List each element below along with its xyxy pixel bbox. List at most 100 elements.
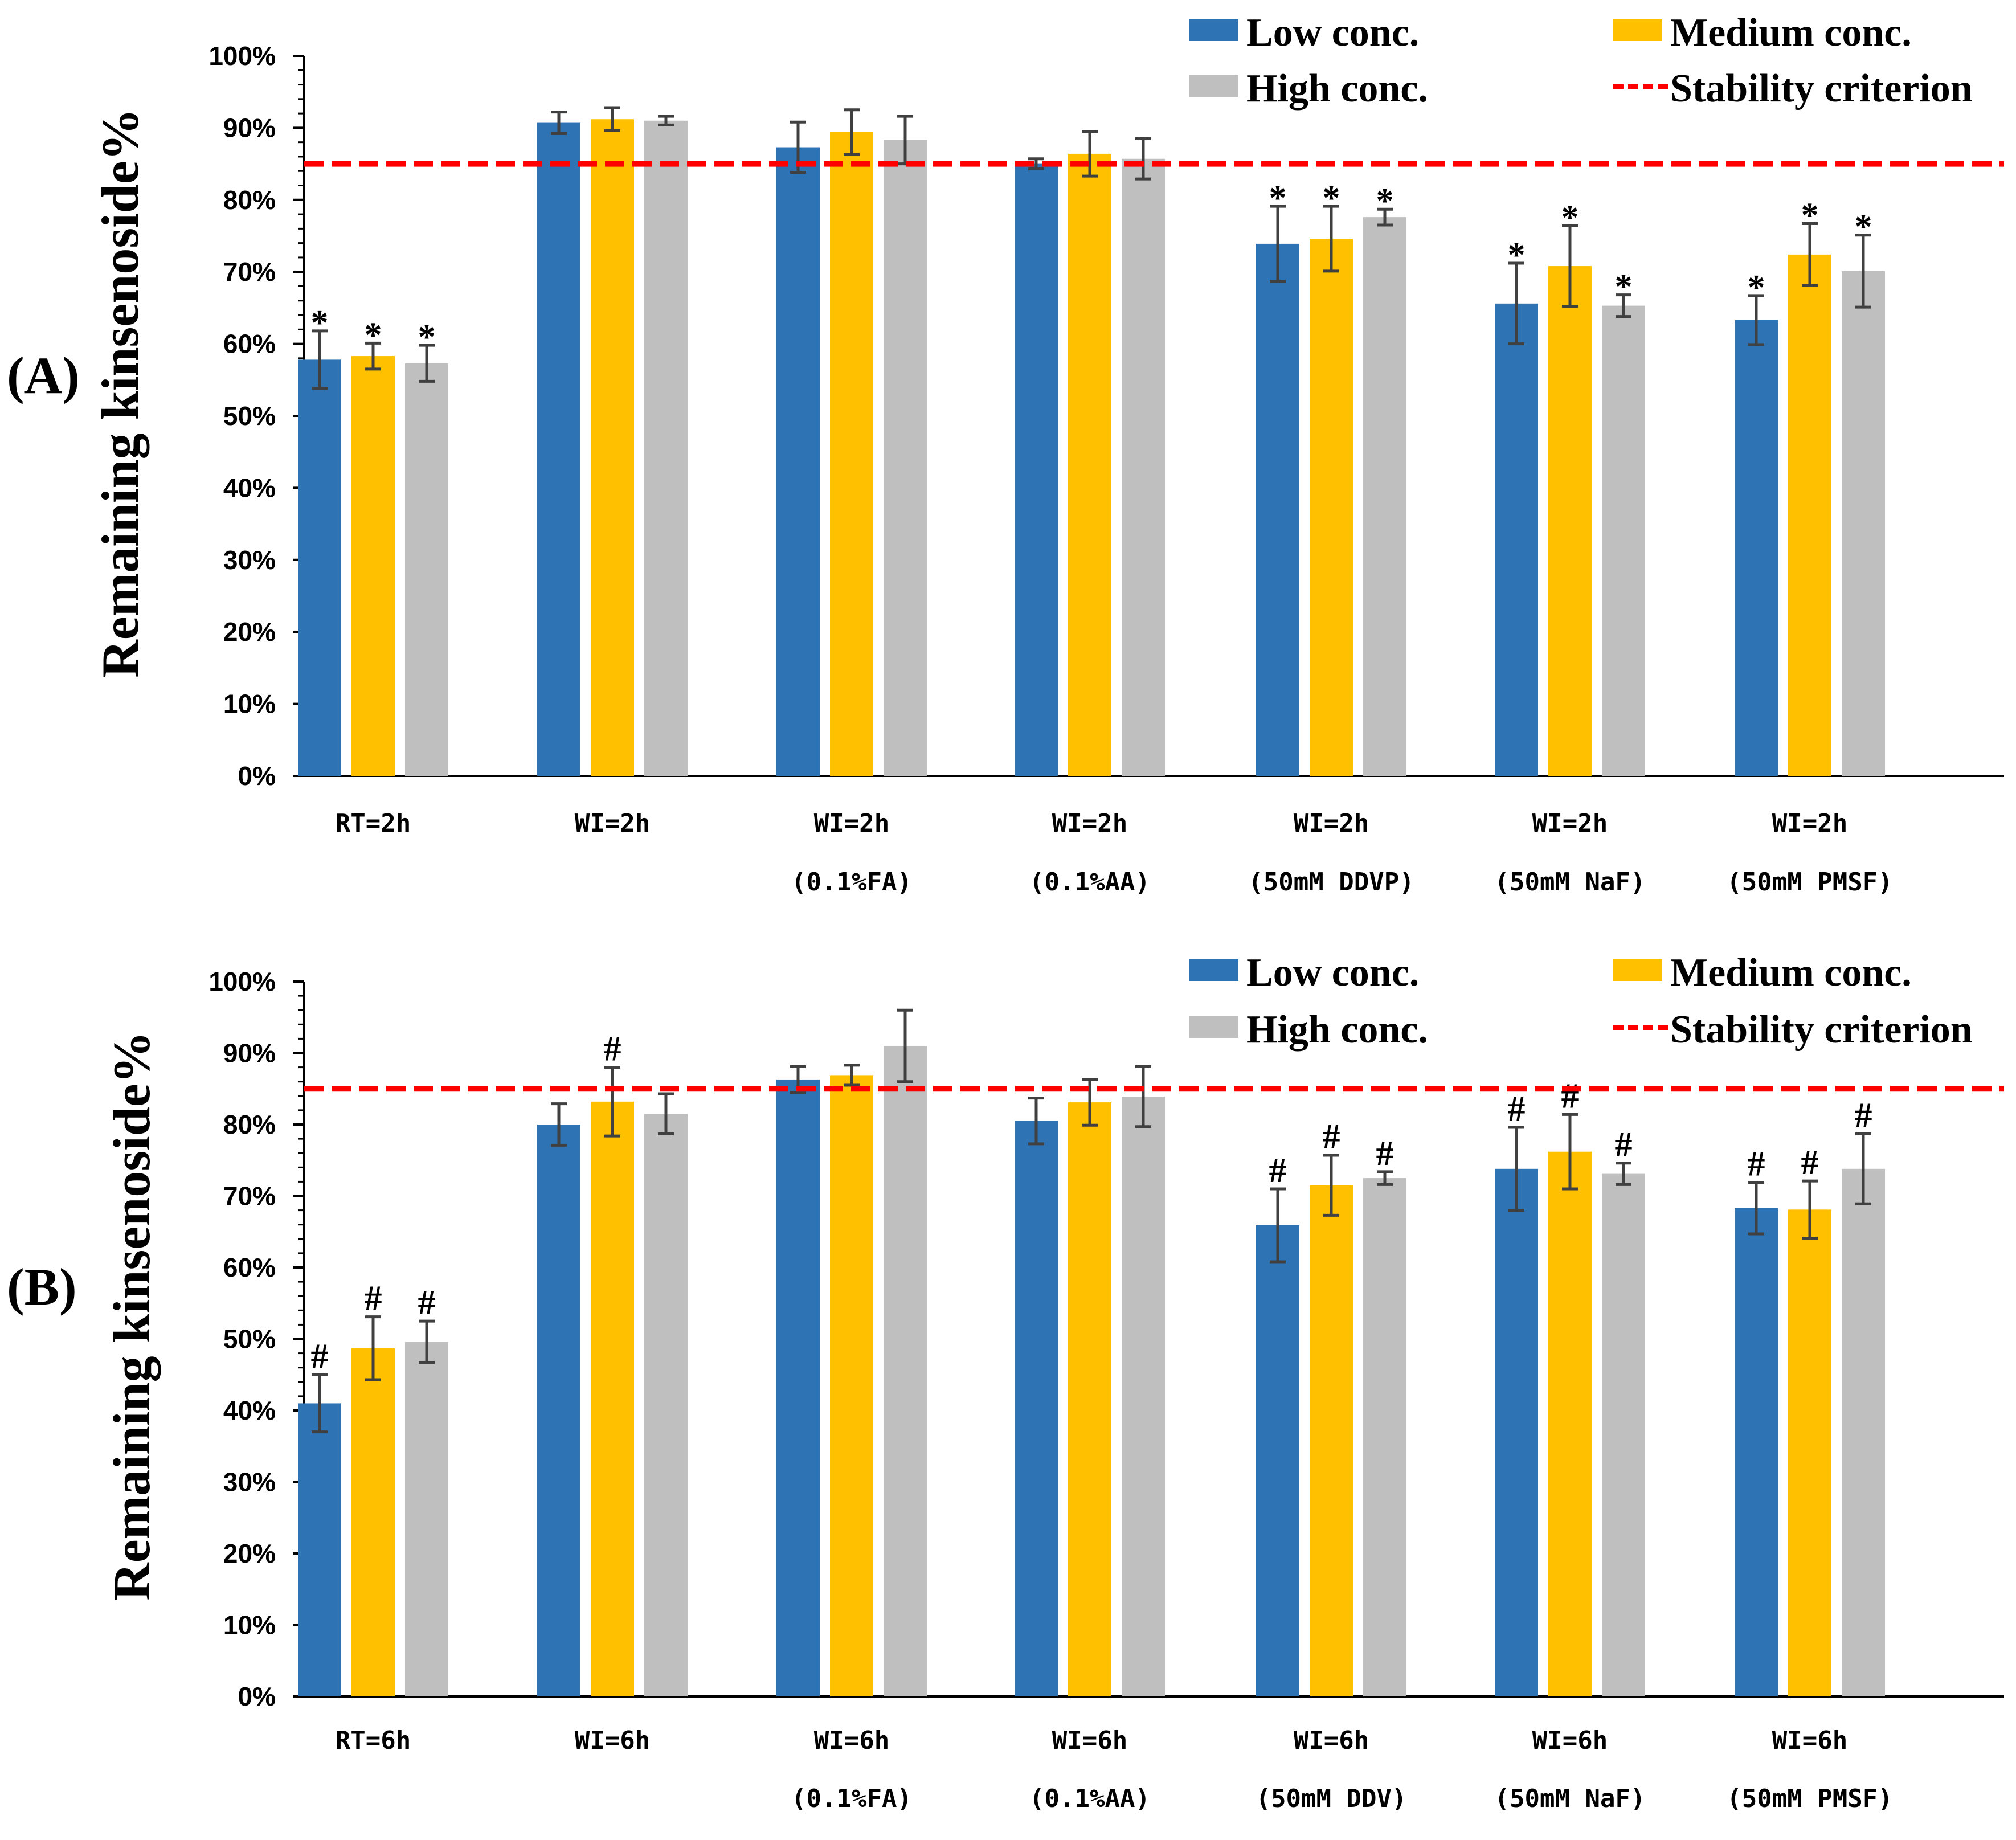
bar-medium bbox=[1788, 254, 1831, 776]
y-tick-label: 40% bbox=[223, 473, 276, 502]
significance-marker: * bbox=[418, 318, 436, 357]
bar-medium bbox=[1068, 153, 1111, 776]
y-tick-label: 90% bbox=[223, 113, 276, 142]
significance-marker: * bbox=[311, 304, 329, 342]
bar-low bbox=[1495, 1168, 1538, 1696]
bar-low bbox=[1495, 303, 1538, 776]
x-category-label: WI=2h bbox=[1294, 809, 1369, 838]
bar-low bbox=[298, 359, 341, 776]
significance-marker: # bbox=[1508, 1090, 1526, 1128]
y-tick-label: 20% bbox=[223, 617, 276, 647]
x-category-label: WI=6h bbox=[1052, 1726, 1127, 1755]
bar-medium bbox=[591, 1101, 634, 1696]
bar-high bbox=[405, 363, 448, 776]
legend: Low conc. Medium conc. High conc. Stability… bbox=[1189, 11, 1973, 111]
significance-marker: * bbox=[1801, 197, 1819, 235]
x-category-label: WI=6h bbox=[575, 1726, 650, 1755]
legend-swatch-high bbox=[1189, 1016, 1238, 1038]
y-tick-label: 50% bbox=[223, 1324, 276, 1354]
x-category-sublabel: (50mM PMSF) bbox=[1727, 1784, 1892, 1813]
bar-low bbox=[776, 147, 820, 776]
legend-swatch-low bbox=[1189, 19, 1238, 41]
significance-marker: * bbox=[1376, 182, 1394, 220]
y-tick-label: 80% bbox=[223, 185, 276, 215]
legend-swatch-medium bbox=[1613, 959, 1662, 981]
bar-medium bbox=[1548, 266, 1592, 776]
bar-high bbox=[884, 140, 927, 776]
panel-b-chart: 0% 10% 20% 30% 40% 50% 60% 70% 80% 90% 100% # # # # # # #… bbox=[7, 951, 2004, 1813]
x-category-sublabel: (50mM DDVP) bbox=[1248, 868, 1414, 897]
y-tick-label: 0% bbox=[238, 1682, 276, 1711]
bar-low bbox=[537, 1125, 580, 1696]
bar-low bbox=[776, 1079, 820, 1696]
bar-high bbox=[1842, 1168, 1885, 1696]
legend-swatch-medium bbox=[1613, 19, 1662, 41]
bar-low bbox=[1256, 1225, 1299, 1696]
y-tick-label: 60% bbox=[223, 329, 276, 359]
significance-marker: * bbox=[1269, 179, 1287, 218]
significance-marker: * bbox=[1855, 208, 1872, 247]
y-axis-title: Remaining kinsenoside% bbox=[103, 1031, 161, 1600]
significance-marker: # bbox=[365, 1279, 382, 1318]
x-category-label: WI=2h bbox=[1052, 809, 1127, 838]
y-tick-label: 80% bbox=[223, 1110, 276, 1139]
bar-low bbox=[1256, 243, 1299, 776]
bar-low bbox=[537, 122, 580, 776]
significance-marker: # bbox=[1855, 1096, 1872, 1135]
bar-medium bbox=[830, 1075, 873, 1696]
y-tick-label: 40% bbox=[223, 1396, 276, 1425]
bar-high bbox=[1602, 1173, 1645, 1696]
bar-high bbox=[1363, 1178, 1406, 1696]
legend-label-medium: Medium conc. bbox=[1670, 11, 1912, 55]
bar-high bbox=[1122, 1097, 1165, 1696]
x-category-sublabel: (50mM PMSF) bbox=[1727, 868, 1892, 897]
x-category-label: WI=2h bbox=[1772, 809, 1847, 838]
bar-low bbox=[1015, 1121, 1058, 1696]
bar-medium bbox=[351, 356, 395, 776]
panel-label: (A) bbox=[7, 346, 80, 404]
x-category-sublabel: (50mM DDV) bbox=[1256, 1784, 1407, 1813]
significance-marker: * bbox=[1748, 268, 1765, 307]
y-tick-label: 10% bbox=[223, 1610, 276, 1640]
significance-marker: * bbox=[1561, 198, 1579, 237]
x-category-sublabel: (0.1%AA) bbox=[1029, 1784, 1150, 1813]
significance-marker: # bbox=[1801, 1143, 1819, 1182]
x-category-sublabel: (0.1%FA) bbox=[791, 868, 912, 897]
significance-marker: * bbox=[1323, 179, 1340, 218]
y-tick-label: 0% bbox=[238, 761, 276, 791]
panel-label: (B) bbox=[7, 1258, 77, 1316]
significance-marker: # bbox=[1376, 1134, 1394, 1173]
significance-marker: * bbox=[365, 316, 382, 354]
x-category-sublabel: (0.1%FA) bbox=[791, 1784, 912, 1813]
x-category-label: WI=6h bbox=[1772, 1726, 1847, 1755]
legend-label-criterion: Stability criterion bbox=[1670, 1008, 1973, 1052]
bar-low bbox=[1735, 1208, 1778, 1696]
bar-medium bbox=[1068, 1102, 1111, 1696]
x-category-label: WI=6h bbox=[1294, 1726, 1369, 1755]
legend-label-criterion: Stability criterion bbox=[1670, 67, 1973, 111]
bar-medium bbox=[1548, 1151, 1592, 1696]
legend-label-medium: Medium conc. bbox=[1670, 951, 1912, 995]
significance-marker: # bbox=[1323, 1118, 1340, 1156]
y-tick-label: 30% bbox=[223, 1467, 276, 1497]
bar-medium bbox=[591, 119, 634, 776]
bar-medium bbox=[830, 132, 873, 776]
significance-marker: # bbox=[1561, 1077, 1579, 1115]
x-category-sublabel: (50mM NaF) bbox=[1495, 868, 1646, 897]
x-category-label: RT=2h bbox=[336, 809, 411, 838]
significance-marker: * bbox=[1615, 268, 1633, 306]
y-tick-label: 100% bbox=[208, 967, 276, 996]
bar-high bbox=[644, 120, 688, 776]
bar-medium bbox=[1788, 1209, 1831, 1696]
bar-medium bbox=[1310, 239, 1353, 776]
bar-high bbox=[1842, 271, 1885, 776]
bar-high bbox=[405, 1342, 448, 1696]
significance-marker: # bbox=[1269, 1151, 1287, 1190]
x-category-label: WI=6h bbox=[814, 1726, 889, 1755]
x-category-label: WI=2h bbox=[814, 809, 889, 838]
x-category-label: WI=2h bbox=[1532, 809, 1608, 838]
y-tick-label: 60% bbox=[223, 1253, 276, 1282]
significance-marker: # bbox=[418, 1283, 436, 1322]
panel-a-chart: 0% 10% 20% 30% 40% 50% 60% 70% 80% 90% 100% * * * * * * *… bbox=[7, 11, 2004, 897]
